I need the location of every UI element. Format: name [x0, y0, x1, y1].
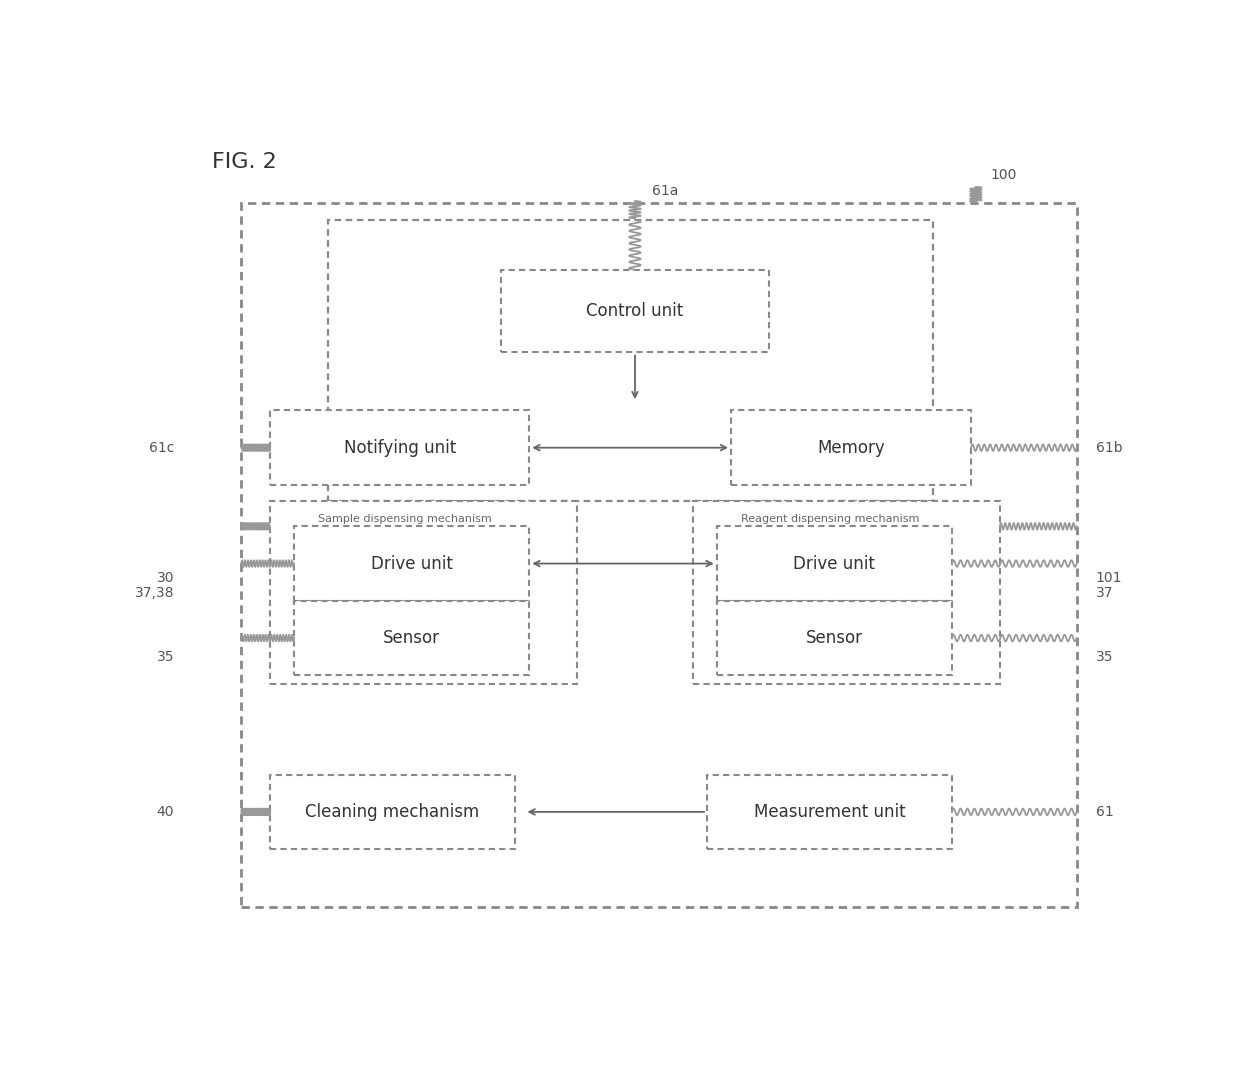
- Text: FIG. 2: FIG. 2: [213, 152, 278, 172]
- Bar: [270, 411, 529, 485]
- Text: 40: 40: [156, 805, 173, 819]
- Text: Notifying unit: Notifying unit: [343, 439, 456, 457]
- Bar: [501, 270, 769, 353]
- Text: 61c: 61c: [149, 441, 173, 455]
- Text: Reagent dispensing mechanism: Reagent dispensing mechanism: [741, 514, 919, 524]
- Bar: [327, 220, 933, 501]
- Text: Control unit: Control unit: [586, 302, 684, 320]
- Text: Sensor: Sensor: [383, 629, 440, 647]
- Text: 61: 61: [1097, 805, 1114, 819]
- Bar: [270, 501, 577, 684]
- Text: 30: 30: [156, 572, 173, 586]
- Text: 37: 37: [1097, 586, 1114, 600]
- Bar: [270, 775, 515, 849]
- Text: 100: 100: [990, 168, 1017, 182]
- Text: 101: 101: [1097, 572, 1123, 586]
- Bar: [731, 411, 971, 485]
- Bar: [294, 527, 529, 601]
- Text: 37,38: 37,38: [135, 586, 173, 600]
- Bar: [693, 501, 1000, 684]
- Text: Measurement unit: Measurement unit: [753, 803, 906, 821]
- Text: Memory: Memory: [818, 439, 885, 457]
- Text: Drive unit: Drive unit: [370, 555, 452, 573]
- Text: Sensor: Sensor: [805, 629, 862, 647]
- Text: Drive unit: Drive unit: [793, 555, 875, 573]
- Bar: [707, 775, 952, 849]
- Bar: [716, 601, 952, 675]
- Text: 61a: 61a: [652, 184, 679, 198]
- Bar: [242, 203, 1077, 907]
- Text: 61b: 61b: [1097, 441, 1123, 455]
- Text: 35: 35: [1097, 650, 1114, 664]
- Text: Cleaning mechanism: Cleaning mechanism: [305, 803, 479, 821]
- Bar: [294, 601, 529, 675]
- Text: Sample dispensing mechanism: Sample dispensing mechanism: [318, 514, 492, 524]
- Bar: [716, 527, 952, 601]
- Text: 35: 35: [156, 650, 173, 664]
